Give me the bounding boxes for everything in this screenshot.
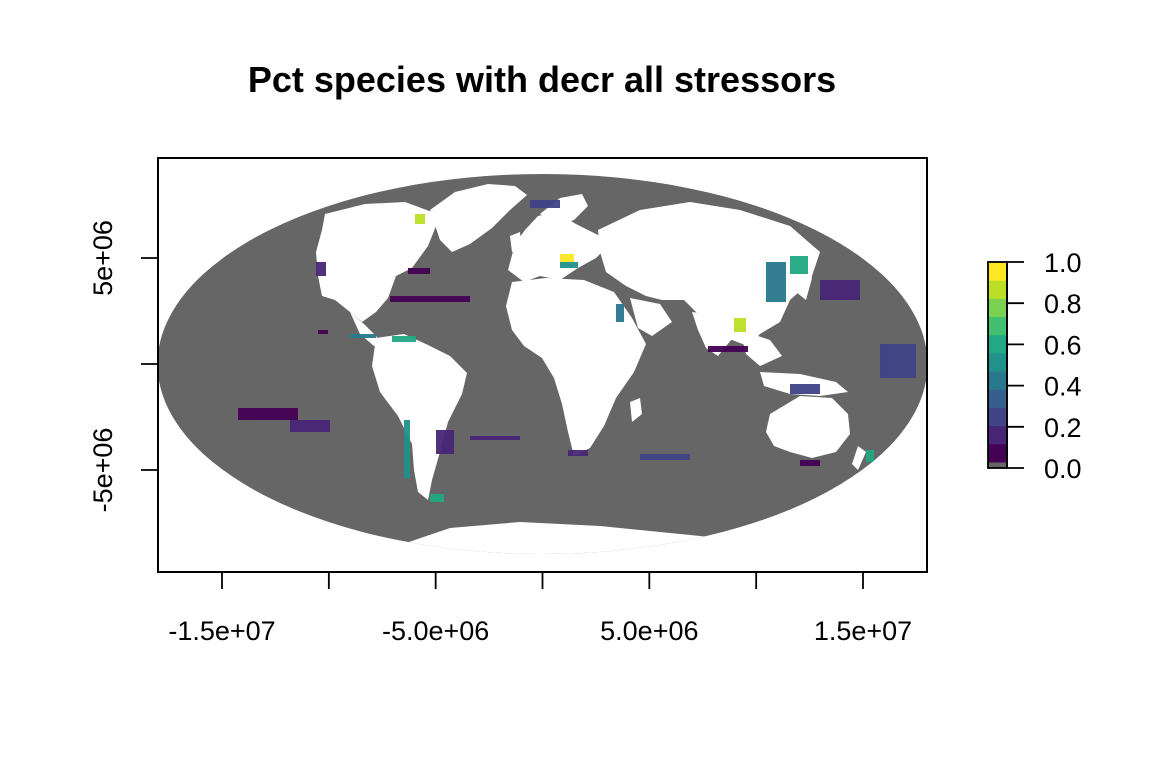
legend-tick-label: 0.4 (1044, 372, 1082, 402)
pixel-cluster-south-africa (568, 450, 588, 456)
y-tick-label: -5e+06 (88, 428, 118, 513)
legend-tick-label: 0.2 (1044, 413, 1082, 443)
pixel-cluster-arctic (560, 254, 574, 262)
pixel-cluster-north-pacific (820, 280, 860, 300)
legend-swatch (988, 280, 1007, 299)
pixel-cluster-south-indian (640, 454, 690, 460)
land-scandinavia (540, 194, 588, 226)
map-area (158, 174, 927, 554)
pixel-cluster-south-atlantic (470, 436, 520, 440)
pixel-cluster-greenland (415, 214, 425, 224)
legend-swatch (988, 316, 1007, 336)
chart-title: Pct species with decr all stressors (248, 59, 836, 100)
legend-tick-label: 0.8 (1044, 289, 1082, 319)
data-pixels (238, 200, 916, 502)
legend-swatch (988, 352, 1007, 372)
legend-swatch (988, 407, 1007, 427)
x-tick-label: -1.5e+07 (168, 616, 275, 646)
land-arabia (630, 298, 672, 336)
pixel-cluster-patagonia (430, 494, 444, 502)
legend-swatch (988, 298, 1007, 318)
pixel-cluster-mediterranean (560, 262, 578, 268)
land-madagascar (630, 398, 642, 422)
pixel-cluster-bay-of-bengal (734, 318, 746, 332)
land-asia (598, 202, 820, 346)
pixel-cluster-west-pacific (880, 344, 916, 378)
y-tick-label: 5e+06 (88, 220, 118, 296)
legend-swatch (988, 334, 1007, 354)
pixel-cluster-indian-ocean (708, 346, 748, 352)
x-axis: -1.5e+07 -5.0e+06 5.0e+06 1.5e+07 (168, 571, 912, 646)
pixel-cluster-north-pacific-west (316, 262, 326, 276)
pixel-cluster-pacific-b (290, 420, 330, 432)
pixel-cluster-red-sea (616, 304, 624, 322)
land-africa (506, 278, 646, 456)
pixel-cluster-indonesia (790, 384, 820, 394)
pixel-cluster-east-asia (766, 262, 786, 302)
pixel-cluster-argentina (436, 430, 454, 454)
pixel-cluster-central-pacific (318, 330, 328, 334)
legend-swatch (988, 262, 1007, 281)
land-india (692, 312, 736, 356)
legend-tick-label: 1.0 (1044, 248, 1082, 278)
pixel-cluster-japan-sea (790, 256, 808, 274)
legend: 1.0 0.8 0.6 0.4 0.2 0.0 (987, 248, 1082, 484)
pixel-cluster-atlantic (390, 296, 470, 302)
pixel-cluster-atlantic-b (408, 268, 430, 274)
legend-swatch (988, 425, 1007, 445)
pixel-cluster-pacific (238, 408, 298, 420)
legend-swatch (988, 389, 1007, 408)
land-new-zealand (852, 446, 866, 470)
pixel-cluster-north-atlantic (530, 200, 560, 208)
land-uk (510, 232, 522, 252)
pixel-cluster-australia-south (800, 460, 820, 466)
pixel-cluster-brazil (392, 336, 416, 342)
legend-tick-label: 0.0 (1044, 454, 1082, 484)
x-tick-label: 1.5e+07 (814, 616, 912, 646)
legend-tick-label: 0.6 (1044, 330, 1082, 360)
land-north-america (316, 202, 436, 322)
land-greenland (430, 184, 527, 252)
land-japan (796, 268, 812, 300)
land-south-america (372, 334, 467, 500)
x-tick-label: 5.0e+06 (600, 616, 698, 646)
legend-swatch (988, 443, 1007, 463)
land-southeast-asia (740, 330, 782, 366)
land-europe (508, 212, 606, 282)
pixel-cluster-chile (404, 420, 410, 478)
pixel-cluster-nz (866, 450, 874, 462)
legend-swatch-zero (988, 462, 1007, 468)
land-australia (766, 396, 850, 458)
legend-swatch (988, 371, 1007, 390)
y-axis: 5e+06 -5e+06 (88, 220, 159, 513)
pixel-cluster-caribbean (350, 334, 376, 338)
x-tick-label: -5.0e+06 (382, 616, 489, 646)
